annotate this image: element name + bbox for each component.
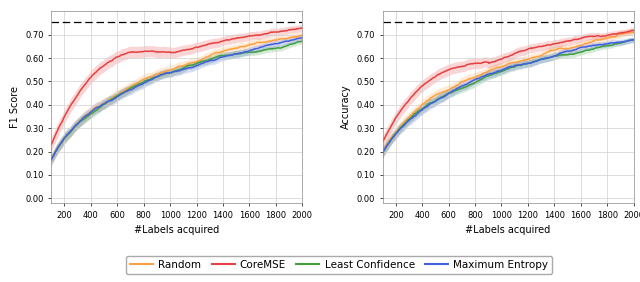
Random [630,31,637,34]
Maximum Entropy [499,68,507,71]
Random [196,59,204,62]
Random [47,158,55,161]
CoreMSE [584,35,592,38]
Random [584,41,592,44]
Line: CoreMSE: CoreMSE [383,30,634,142]
Random [528,56,536,60]
Line: Random: Random [51,35,302,159]
Maximum Entropy [298,36,306,39]
Least Confidence [379,151,387,155]
CoreMSE [630,29,637,32]
Maximum Entropy [292,37,300,41]
Least Confidence [196,60,204,63]
CoreMSE [499,56,507,60]
Line: Maximum Entropy: Maximum Entropy [383,40,634,153]
Line: Least Confidence: Least Confidence [383,40,634,153]
CoreMSE [528,46,536,50]
Least Confidence [515,63,522,67]
Least Confidence [183,64,191,68]
Line: Maximum Entropy: Maximum Entropy [51,38,302,160]
Maximum Entropy [528,61,536,64]
Random [166,68,174,71]
Least Confidence [298,39,306,43]
Least Confidence [499,69,507,72]
Random [499,64,507,68]
X-axis label: #Labels acquired: #Labels acquired [134,225,220,235]
Maximum Entropy [253,47,260,50]
Random [183,63,191,66]
Random [253,41,260,44]
Least Confidence [168,70,176,74]
CoreMSE [515,50,522,53]
CoreMSE [298,26,305,30]
Random [498,65,506,68]
Least Confidence [628,38,636,41]
CoreMSE [168,51,176,54]
Least Confidence [292,41,300,44]
Maximum Entropy [379,151,387,155]
CoreMSE [183,48,191,51]
Random [168,68,176,71]
Maximum Entropy [630,38,637,41]
Least Confidence [253,50,260,54]
CoreMSE [298,27,306,30]
Maximum Entropy [584,45,592,48]
Least Confidence [624,39,632,43]
Least Confidence [166,71,174,74]
CoreMSE [624,30,632,33]
Maximum Entropy [498,68,506,72]
Least Confidence [498,70,506,73]
Y-axis label: F1 Score: F1 Score [10,86,19,128]
Y-axis label: Accuracy: Accuracy [341,85,351,129]
CoreMSE [166,51,174,54]
X-axis label: #Labels acquired: #Labels acquired [465,225,550,235]
Random [627,30,634,34]
Line: CoreMSE: CoreMSE [51,28,302,145]
Maximum Entropy [624,39,632,43]
Least Confidence [630,38,637,41]
Least Confidence [528,61,536,64]
CoreMSE [253,34,260,37]
Maximum Entropy [47,158,55,162]
Line: Least Confidence: Least Confidence [51,41,302,160]
Maximum Entropy [168,71,176,74]
Maximum Entropy [196,62,204,66]
Random [298,33,306,37]
Random [624,31,632,34]
Least Confidence [47,158,55,161]
CoreMSE [292,28,300,31]
Random [515,60,522,63]
Least Confidence [584,49,592,52]
Random [292,35,300,39]
CoreMSE [498,57,506,61]
Random [379,150,387,154]
Line: Random: Random [383,32,634,152]
CoreMSE [379,140,387,144]
Maximum Entropy [166,71,174,74]
Legend: Random, CoreMSE, Least Confidence, Maximum Entropy: Random, CoreMSE, Least Confidence, Maxim… [126,256,552,274]
Maximum Entropy [515,63,522,67]
Maximum Entropy [183,67,191,70]
CoreMSE [47,143,55,146]
CoreMSE [196,45,204,48]
